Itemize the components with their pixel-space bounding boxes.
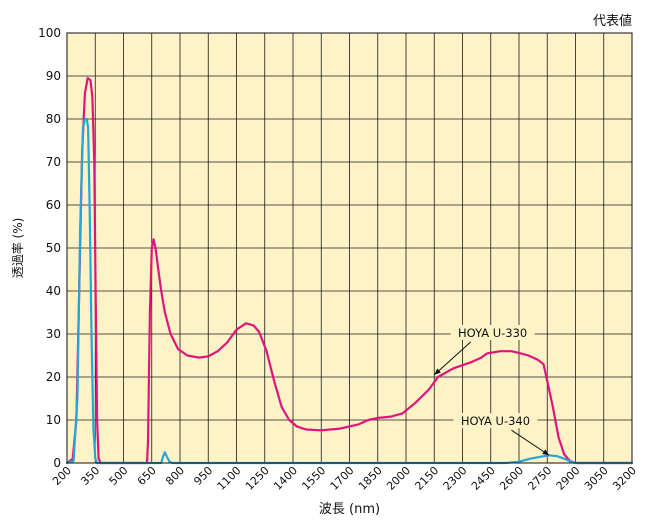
x-tick-label: 2750 bbox=[525, 464, 554, 493]
annotation-label-background bbox=[453, 413, 538, 429]
y-tick-label: 50 bbox=[46, 241, 61, 255]
x-tick-label: 500 bbox=[107, 464, 131, 488]
x-tick-label: 1250 bbox=[243, 464, 272, 493]
x-tick-label: 2000 bbox=[384, 464, 413, 493]
annotations: HOYA U-330 HOYA U-340 bbox=[433, 325, 550, 456]
y-tick-label: 60 bbox=[46, 198, 61, 212]
y-tick-label: 80 bbox=[46, 112, 61, 126]
x-tick-label: 2300 bbox=[441, 464, 470, 493]
y-tick-label: 30 bbox=[46, 327, 61, 341]
x-tick-label: 1550 bbox=[299, 464, 328, 493]
annotation-arrow-line bbox=[511, 429, 550, 456]
x-tick-label: 2900 bbox=[554, 464, 583, 493]
x-tick-label: 1700 bbox=[328, 464, 357, 493]
x-tick-label: 2600 bbox=[497, 464, 526, 493]
x-tick-label: 350 bbox=[78, 464, 102, 488]
x-tick-label: 2450 bbox=[469, 464, 498, 493]
y-axis-label: 透過率 (%) bbox=[10, 218, 25, 279]
corner-note: 代表値 bbox=[593, 13, 632, 29]
x-tick-label: 3200 bbox=[610, 464, 639, 493]
y-tick-label: 100 bbox=[38, 26, 61, 40]
series-line-hoya-u-330 bbox=[65, 77, 634, 465]
y-tick-labels: 0 10 20 30 40 50 60 70 80 90 100 bbox=[38, 26, 61, 470]
x-tick-label: 800 bbox=[163, 464, 187, 488]
x-tick-label: 3050 bbox=[582, 464, 611, 493]
y-tick-label: 40 bbox=[46, 284, 61, 298]
y-tick-label: 10 bbox=[46, 413, 61, 427]
annotation-label: HOYA U-340 bbox=[461, 414, 530, 428]
x-tick-label: 1850 bbox=[356, 464, 385, 493]
annotation-label: HOYA U-330 bbox=[458, 326, 527, 340]
plot-frame bbox=[66, 32, 633, 464]
y-tick-label: 70 bbox=[46, 155, 61, 169]
x-tick-labels: 200 350 500 650 800 950 1100 1250 1400 1550 1700 18… bbox=[50, 464, 639, 493]
x-tick-label: 950 bbox=[191, 464, 215, 488]
x-tick-label: 650 bbox=[135, 464, 159, 488]
x-tick-label: 2150 bbox=[412, 464, 441, 493]
annotation-arrow-line bbox=[433, 341, 471, 376]
annotation-label-background bbox=[450, 325, 535, 340]
x-axis-label: 波長 (nm) bbox=[319, 502, 380, 517]
x-tick-label: 1400 bbox=[271, 464, 300, 493]
y-tick-label: 0 bbox=[53, 456, 61, 470]
annotation-arrow-head bbox=[434, 368, 441, 375]
annotation-arrow-head bbox=[542, 449, 550, 456]
x-tick-label: 1100 bbox=[215, 464, 244, 493]
y-tick-label: 20 bbox=[46, 370, 61, 384]
series-line-hoya-u-340 bbox=[65, 117, 634, 465]
y-tick-label: 90 bbox=[46, 69, 61, 83]
series-lines bbox=[65, 77, 634, 465]
